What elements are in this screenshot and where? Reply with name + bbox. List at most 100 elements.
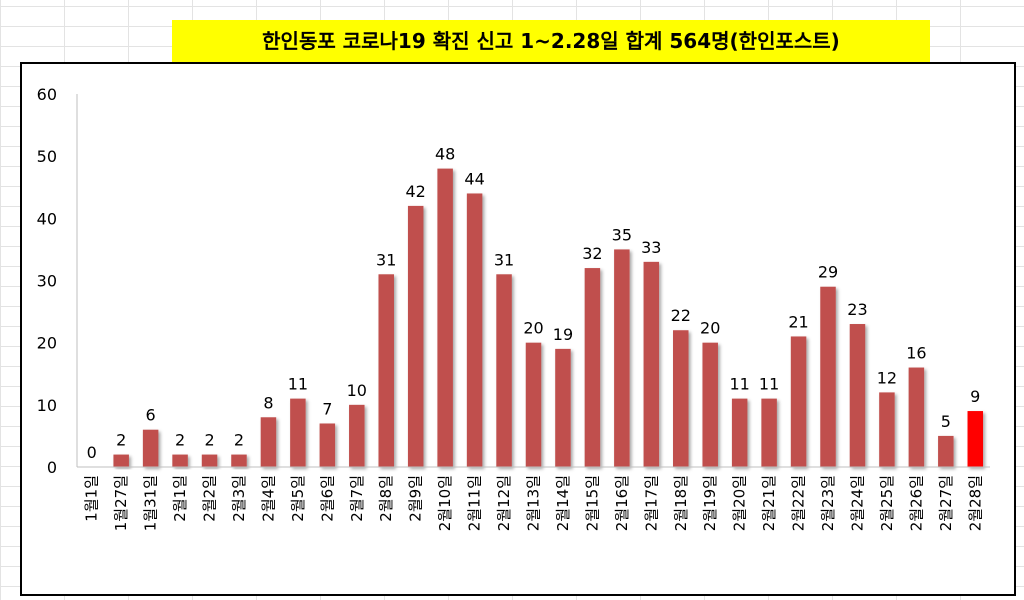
data-label: 33	[641, 238, 661, 257]
bar[interactable]	[643, 261, 660, 467]
data-label: 11	[729, 375, 749, 394]
bar[interactable]	[231, 454, 247, 467]
data-label: 7	[322, 399, 332, 418]
bar[interactable]	[820, 286, 836, 467]
bar[interactable]	[555, 348, 571, 467]
x-tick-label: 2월11일	[466, 475, 484, 531]
y-tick-label: 10	[37, 396, 57, 415]
bar[interactable]	[496, 274, 512, 467]
bar[interactable]	[201, 454, 218, 467]
y-tick-label: 50	[37, 147, 57, 166]
data-label: 2	[116, 431, 126, 450]
data-label: 11	[759, 375, 779, 394]
data-label: 8	[263, 393, 273, 412]
chart-title: 한인동포 코로나19 확진 신고 1~2.28일 합계 564명(한인포스트)	[172, 20, 930, 62]
bar[interactable]	[378, 274, 394, 467]
data-label: 10	[347, 381, 367, 400]
data-label: 48	[435, 145, 455, 164]
bar[interactable]	[290, 398, 306, 467]
bar[interactable]	[319, 423, 336, 467]
data-label: 29	[818, 263, 838, 282]
data-label: 20	[700, 319, 720, 338]
data-label: 21	[788, 312, 808, 331]
bar[interactable]	[879, 392, 895, 467]
x-tick-label: 2월20일	[731, 475, 749, 531]
data-label: 35	[612, 225, 632, 244]
x-tick-label: 2월22일	[790, 475, 808, 531]
bar[interactable]	[349, 404, 365, 467]
data-label: 2	[175, 431, 185, 450]
data-label: 5	[941, 412, 951, 431]
bar[interactable]	[702, 342, 718, 467]
data-label: 12	[877, 368, 897, 387]
data-label: 0	[87, 443, 97, 462]
x-tick-label: 2월19일	[701, 475, 719, 531]
x-tick-label: 2월7일	[348, 475, 366, 522]
x-tick-label: 2월9일	[407, 475, 425, 522]
data-label: 2	[234, 431, 244, 450]
data-label: 6	[146, 406, 156, 425]
x-tick-label: 2월2일	[201, 475, 219, 522]
bar[interactable]	[849, 324, 866, 467]
x-tick-label: 2월15일	[583, 475, 601, 531]
bar[interactable]	[673, 330, 689, 467]
x-tick-label: 2월3일	[230, 475, 248, 522]
bar[interactable]	[938, 435, 954, 467]
data-label: 31	[494, 250, 514, 269]
bar[interactable]	[113, 454, 129, 467]
x-axis: 1월1일 1월27일 1월31일 2월1일 2월2일 2월3일 2월4일 2월5일 2월6일 2월…	[77, 466, 990, 531]
data-label: 9	[970, 387, 980, 406]
x-tick-label: 2월4일	[259, 475, 277, 522]
bar[interactable]	[525, 342, 542, 467]
bar[interactable]	[908, 367, 925, 467]
data-label: 42	[406, 182, 426, 201]
x-tick-label: 2월1일	[171, 475, 189, 522]
data-label: 31	[376, 250, 396, 269]
bar[interactable]	[967, 411, 984, 467]
bar[interactable]	[142, 429, 159, 467]
data-label: 19	[553, 325, 573, 344]
y-tick-label: 20	[37, 334, 57, 353]
x-tick-label: 2월23일	[819, 475, 837, 531]
x-tick-label: 2월13일	[525, 475, 543, 531]
x-tick-label: 2월28일	[966, 475, 984, 531]
data-label: 20	[523, 319, 543, 338]
bar[interactable]	[761, 398, 777, 467]
y-tick-label: 0	[47, 458, 57, 477]
x-tick-label: 2월8일	[377, 475, 395, 522]
x-tick-label: 2월27일	[937, 475, 955, 531]
bar[interactable]	[260, 417, 277, 467]
y-axis: 0 10 20 30 40 50 60	[37, 85, 78, 477]
y-tick-label: 40	[37, 209, 57, 228]
x-tick-label: 1월27일	[112, 475, 130, 531]
data-label: 16	[906, 344, 926, 363]
bar[interactable]	[790, 336, 807, 467]
x-tick-label: 1월1일	[83, 475, 101, 522]
bar[interactable]	[437, 168, 453, 467]
bars	[113, 168, 984, 467]
y-tick-label: 60	[37, 85, 57, 104]
data-label: 2	[204, 431, 214, 450]
x-tick-label: 2월24일	[848, 475, 866, 531]
x-tick-label: 2월25일	[878, 475, 896, 531]
x-tick-label: 2월10일	[436, 475, 454, 531]
x-tick-label: 2월6일	[318, 475, 336, 522]
x-tick-label: 1월31일	[142, 475, 160, 531]
bar[interactable]	[407, 205, 424, 467]
data-label: 44	[464, 169, 484, 188]
x-tick-label: 2월17일	[642, 475, 660, 531]
bar[interactable]	[731, 398, 748, 467]
x-tick-label: 2월12일	[495, 475, 513, 531]
data-label: 22	[671, 306, 691, 325]
x-tick-label: 2월26일	[907, 475, 925, 531]
data-label: 11	[288, 375, 308, 394]
bar[interactable]	[584, 268, 601, 467]
x-tick-label: 2월5일	[289, 475, 307, 522]
bar[interactable]	[466, 193, 483, 467]
y-tick-label: 30	[37, 272, 57, 291]
bar[interactable]	[172, 454, 188, 467]
x-tick-label: 2월18일	[672, 475, 690, 531]
bar[interactable]	[614, 249, 630, 467]
